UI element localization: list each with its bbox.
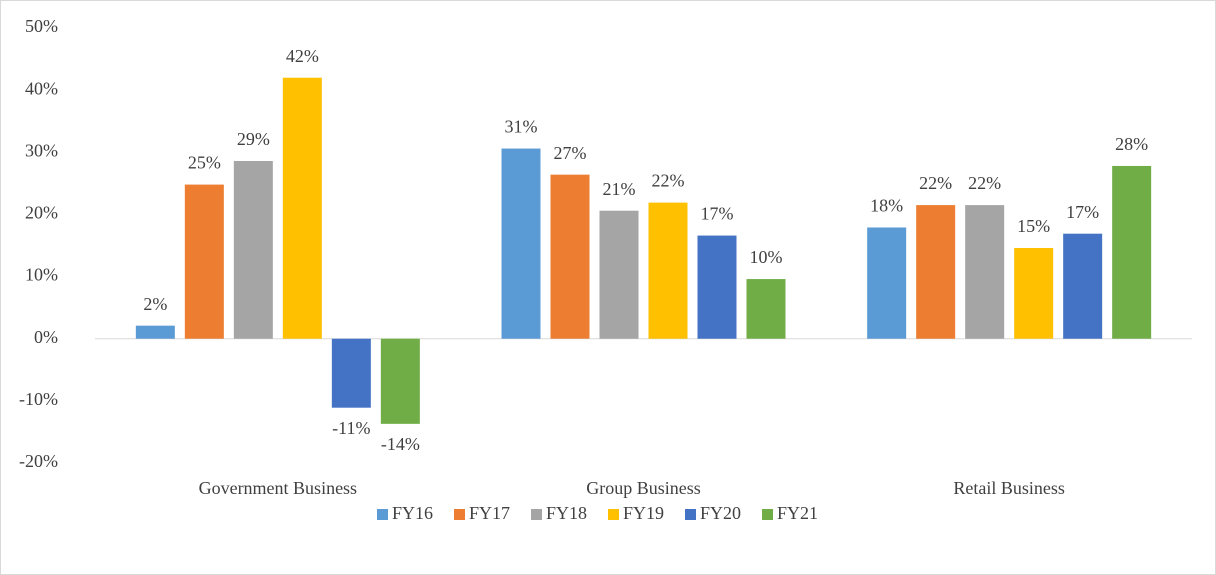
bar [599, 210, 639, 339]
legend-swatch [762, 509, 773, 520]
bar [184, 184, 224, 339]
data-label: 27% [554, 143, 587, 163]
legend-swatch [377, 509, 388, 520]
bar [697, 235, 737, 339]
data-label: 2% [143, 294, 167, 314]
y-tick-label: 50% [25, 16, 58, 36]
y-tick-label: 20% [25, 203, 58, 223]
data-label: 31% [505, 117, 538, 137]
y-tick-label: -20% [19, 451, 58, 471]
data-label: -11% [332, 418, 370, 438]
bar [233, 160, 273, 339]
legend-swatch [531, 509, 542, 520]
data-label: 29% [237, 129, 270, 149]
bar [746, 279, 786, 339]
legend-label: FY18 [546, 503, 587, 523]
bar [135, 325, 175, 339]
legend-swatch [685, 509, 696, 520]
bar [331, 338, 371, 408]
bar [867, 227, 907, 339]
legend-label: FY19 [623, 503, 664, 523]
bar [550, 174, 590, 339]
bar [916, 205, 956, 339]
y-tick-label: -10% [19, 389, 58, 409]
x-tick-label: Government Business [199, 478, 357, 498]
y-tick-label: 10% [25, 265, 58, 285]
bar [1014, 247, 1054, 339]
data-label: -14% [381, 434, 420, 454]
data-label: 42% [286, 46, 319, 66]
legend-label: FY20 [700, 503, 741, 523]
data-label: 25% [188, 153, 221, 173]
bar [1063, 233, 1103, 339]
bar [1112, 165, 1152, 339]
x-tick-label: Group Business [586, 478, 701, 498]
data-label: 22% [652, 171, 685, 191]
data-label: 21% [603, 179, 636, 199]
data-label: 28% [1115, 134, 1148, 154]
legend-label: FY17 [469, 503, 510, 523]
bar [282, 77, 322, 339]
data-label: 22% [919, 173, 952, 193]
y-tick-label: 0% [34, 327, 58, 347]
legend-swatch [454, 509, 465, 520]
legend-swatch [608, 509, 619, 520]
data-label: 18% [870, 196, 903, 216]
bar [380, 338, 420, 424]
data-label: 15% [1017, 216, 1050, 236]
data-label: 17% [701, 204, 734, 224]
data-label: 22% [968, 173, 1001, 193]
bar [501, 148, 541, 339]
x-tick-label: Retail Business [953, 478, 1065, 498]
y-tick-label: 40% [25, 78, 58, 98]
data-label: 17% [1066, 202, 1099, 222]
y-tick-label: 30% [25, 140, 58, 160]
legend-label: FY21 [777, 503, 818, 523]
bar [965, 205, 1005, 339]
legend-label: FY16 [392, 503, 433, 523]
data-label: 10% [750, 247, 783, 267]
bar [648, 202, 688, 339]
